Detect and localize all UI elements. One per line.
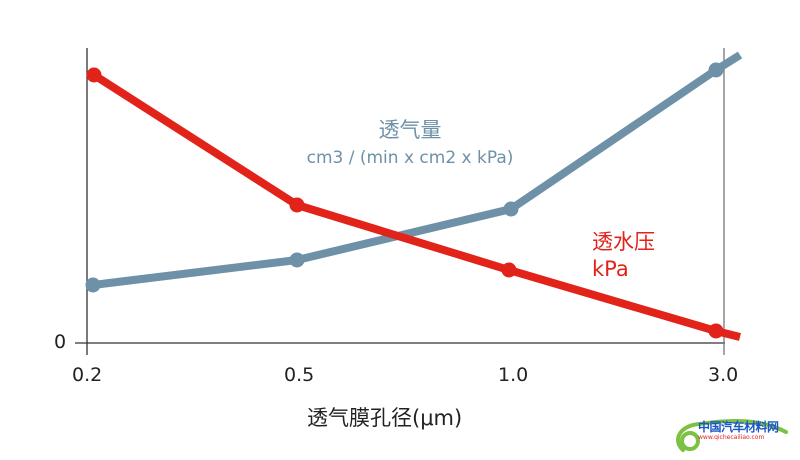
x-tick-3-0: 3.0 xyxy=(708,364,739,386)
data-point xyxy=(503,201,519,217)
y-zero-label: 0 xyxy=(54,331,67,353)
x-tick-0-5: 0.5 xyxy=(284,364,315,386)
water-pressure-unit: kPa xyxy=(592,257,629,281)
data-point xyxy=(86,67,102,83)
watermark-url: www.qichecailiao.com xyxy=(698,434,765,441)
air-permeability-unit: cm3 / (min x cm2 x kPa) xyxy=(306,148,514,168)
data-point xyxy=(708,323,724,339)
data-point xyxy=(85,277,101,293)
series-air-permeability xyxy=(85,51,743,293)
air-permeability-label: 透气量 cm3 / (min x cm2 x kPa) xyxy=(290,114,530,168)
series-water-pressure xyxy=(86,67,741,341)
watermark: 中国汽车材料网 www.qichecailiao.com xyxy=(676,412,800,460)
data-point xyxy=(289,197,305,213)
x-tick-0-2: 0.2 xyxy=(72,364,103,386)
data-point xyxy=(289,252,305,268)
x-tick-1-0: 1.0 xyxy=(498,364,529,386)
water-pressure-title: 透水压 xyxy=(592,230,655,254)
data-point xyxy=(708,62,724,78)
watermark-name: 中国汽车材料网 xyxy=(698,420,779,434)
x-axis-title: 透气膜孔径(μm) xyxy=(307,406,463,430)
data-point xyxy=(501,262,517,278)
water-pressure-label: 透水压 kPa xyxy=(592,229,655,283)
air-permeability-title: 透气量 xyxy=(378,118,442,142)
watermark-logo-icon xyxy=(676,419,788,452)
